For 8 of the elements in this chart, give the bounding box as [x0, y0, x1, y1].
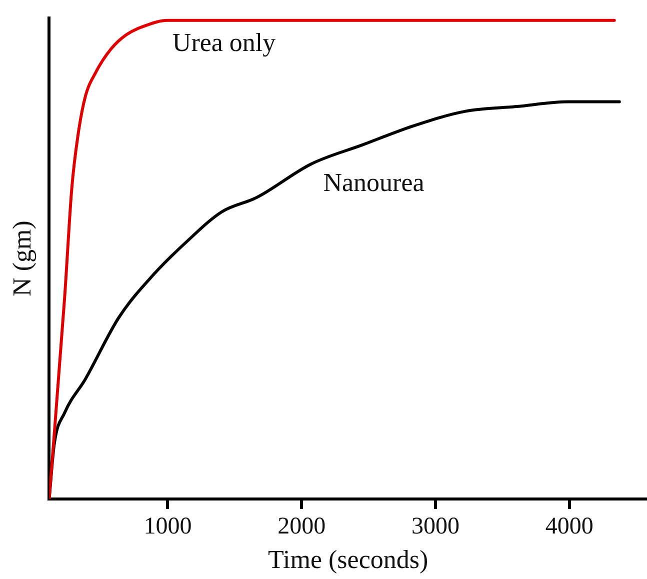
x-tick-label: 4000 — [545, 514, 594, 540]
y-axis-title: N (gm) — [7, 220, 36, 296]
series-label: Urea only — [172, 28, 276, 58]
x-tick-label: 1000 — [144, 514, 192, 540]
x-tick-label: 2000 — [278, 514, 326, 540]
x-axis-title: Time (seconds) — [268, 545, 428, 574]
x-tick-label: 3000 — [411, 514, 460, 540]
series-label: Nanourea — [323, 168, 425, 197]
